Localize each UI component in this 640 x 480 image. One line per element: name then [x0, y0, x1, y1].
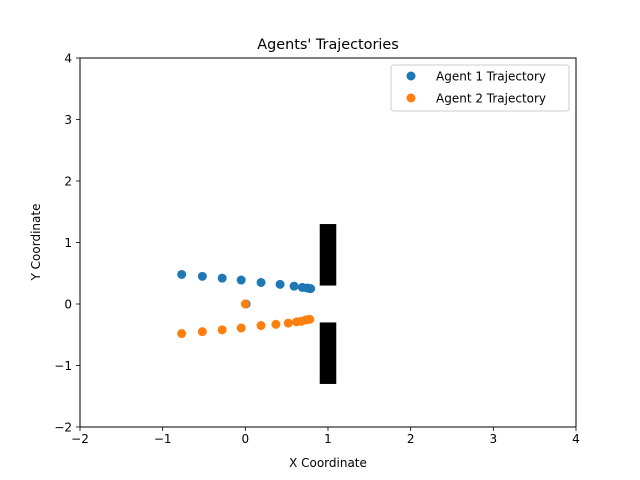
x-tick-label: −1	[154, 432, 172, 446]
obstacle-1	[319, 224, 337, 286]
y-tick-label: −1	[54, 359, 72, 373]
data-point	[177, 269, 187, 279]
data-point	[306, 284, 316, 294]
legend-label: Agent 1 Trajectory	[436, 70, 546, 84]
x-axis-ticks: −2 −1 0 1 2 3 4	[71, 427, 580, 446]
data-point	[236, 323, 246, 333]
data-point	[197, 327, 207, 337]
data-point	[289, 281, 299, 291]
data-point	[197, 271, 207, 281]
legend-marker	[406, 71, 416, 81]
x-axis-label: X Coordinate	[289, 456, 367, 470]
data-point	[177, 329, 187, 339]
legend-marker	[406, 93, 416, 103]
obstacles	[319, 224, 337, 384]
legend: Agent 1 Trajectory Agent 2 Trajectory	[390, 64, 570, 112]
y-tick-label: 0	[64, 298, 72, 312]
data-point	[256, 277, 266, 287]
legend-label: Agent 2 Trajectory	[436, 92, 546, 106]
obstacle-2	[319, 322, 337, 384]
y-tick-label: 4	[64, 52, 72, 66]
x-tick-label: 0	[242, 432, 250, 446]
x-tick-label: 4	[572, 432, 580, 446]
series-agent-1	[177, 269, 316, 309]
y-tick-label: 3	[64, 113, 72, 127]
y-axis-ticks: −2 −1 0 1 2 3 4	[54, 52, 80, 435]
data-point	[236, 275, 246, 285]
data-point	[217, 325, 227, 335]
y-axis-label: Y Coordinate	[29, 204, 43, 282]
chart-title: Agents' Trajectories	[257, 37, 399, 53]
data-point	[240, 299, 250, 309]
y-tick-label: 1	[64, 236, 72, 250]
x-tick-label: 1	[324, 432, 332, 446]
data-point	[283, 318, 293, 328]
y-tick-label: 2	[64, 175, 72, 189]
y-tick-label: −2	[54, 421, 72, 435]
data-point	[256, 321, 266, 331]
data-point	[271, 319, 281, 329]
data-point	[275, 279, 285, 289]
data-points	[177, 269, 316, 339]
data-point	[305, 314, 315, 324]
legend-frame	[390, 64, 570, 112]
x-tick-label: −2	[71, 432, 89, 446]
data-point	[217, 273, 227, 283]
x-tick-label: 3	[490, 432, 498, 446]
x-tick-label: 2	[407, 432, 415, 446]
series-agent-2	[177, 299, 315, 339]
